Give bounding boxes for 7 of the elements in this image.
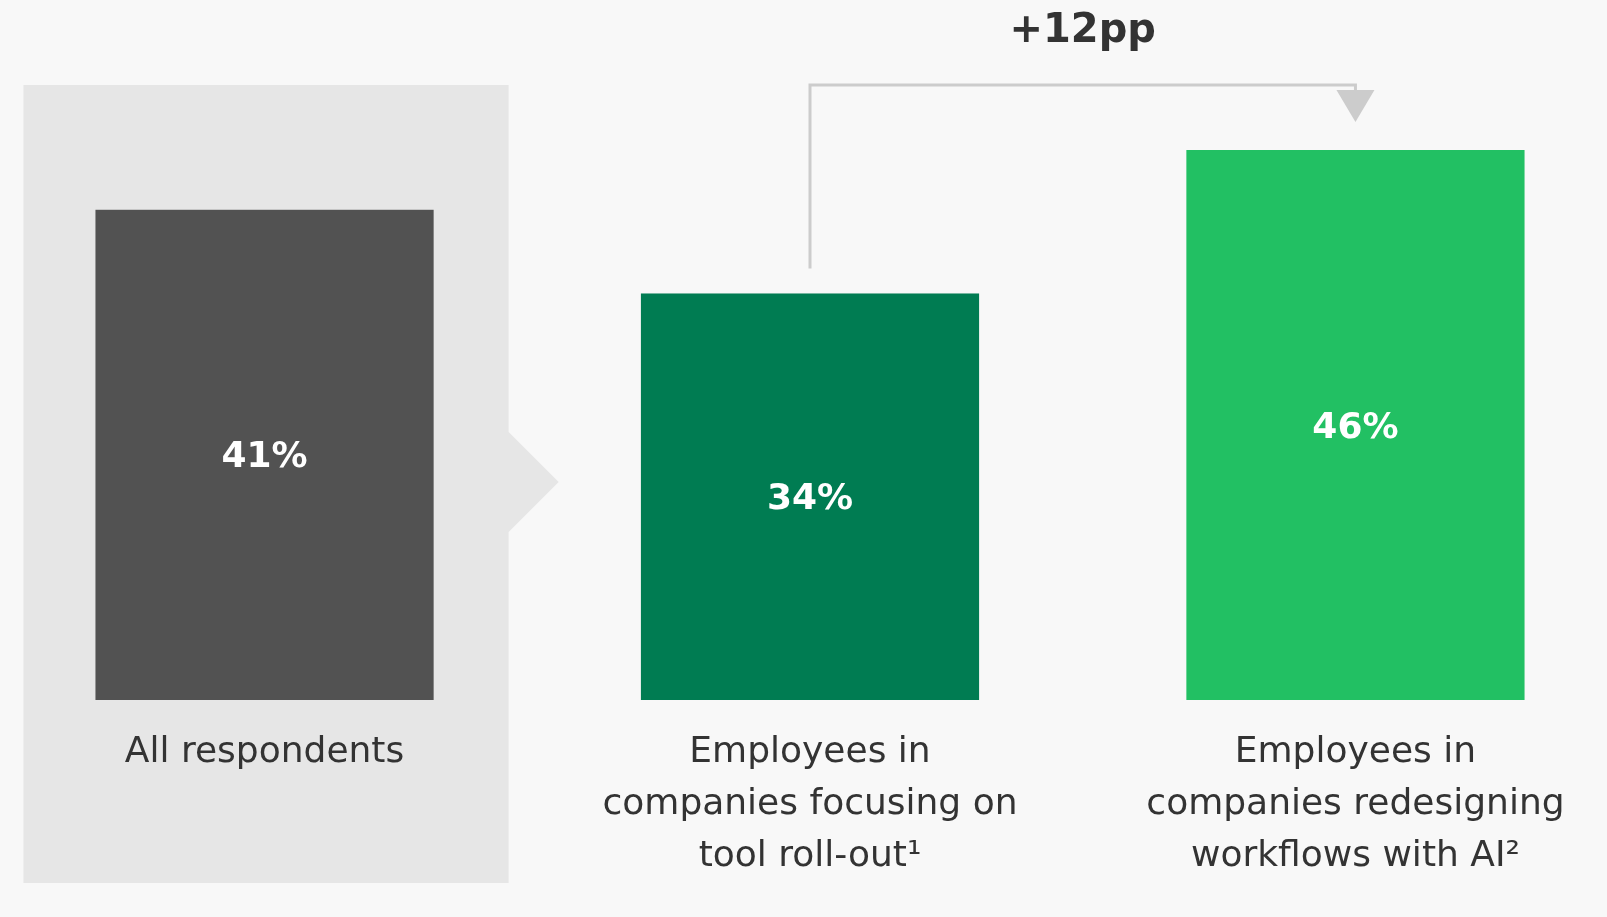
x-tick-label: Employees in companies redesigning workflows with AI² [1146, 729, 1565, 874]
data-label: 41% [221, 434, 308, 476]
data-label: 46% [1312, 404, 1399, 446]
data-label: 34% [766, 476, 854, 518]
x-tick-label: Employees in companies focusing on tool roll-out¹ [602, 729, 1018, 874]
text: +12pp [1009, 5, 1156, 51]
x-tick-label: All respondents [124, 729, 405, 770]
